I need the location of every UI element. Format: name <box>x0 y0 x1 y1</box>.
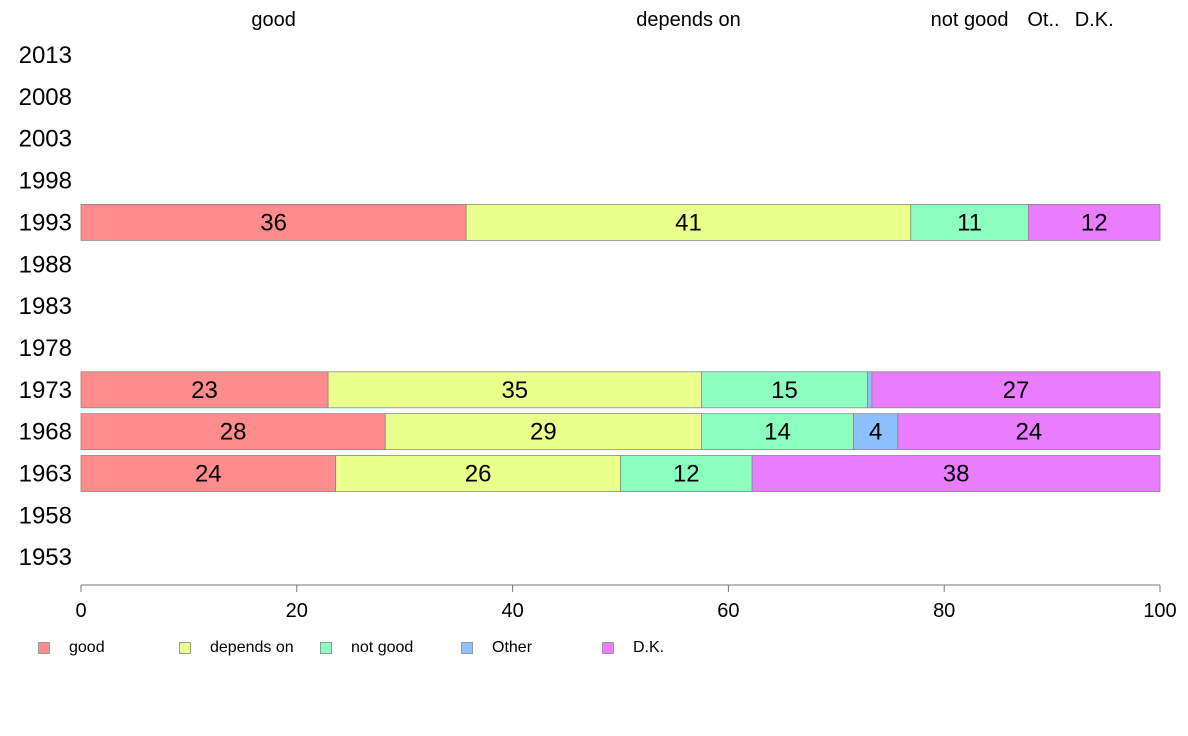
legend-label-good: good <box>69 639 105 656</box>
bar-1973-depends-on <box>327 371 702 409</box>
bar-1968-good <box>80 413 386 451</box>
data-label-1963-good: 24 <box>195 461 222 488</box>
data-label-1993-good: 36 <box>260 209 287 236</box>
y-label-1983: 1983 <box>19 293 72 320</box>
data-label-1968-good: 28 <box>220 419 247 446</box>
bar-1963-not-good <box>620 455 753 492</box>
data-label-1993-not-good: 11 <box>957 209 982 236</box>
y-label-2013: 2013 <box>19 42 72 69</box>
x-tick-label-100: 100 <box>1143 600 1176 622</box>
bar-1973-d-k <box>871 371 1161 409</box>
bars: 36 41 11 12 23 35 15 27 28 29 14 4 24 24 26 12 38 <box>80 203 1161 492</box>
bar-1993-d-k <box>1027 203 1161 241</box>
data-label-1968-d-k: 24 <box>1016 419 1043 446</box>
bar-1963-d-k <box>751 455 1161 492</box>
bar-1973-not-good <box>701 371 868 409</box>
x-tick-label-80: 80 <box>933 600 955 622</box>
data-label-1993-depends-on: 41 <box>675 209 702 236</box>
bar-1968-depends-on <box>384 413 702 451</box>
legend-swatch-depends-on <box>179 642 191 654</box>
data-label-1973-not-good: 15 <box>771 377 798 404</box>
data-label-1963-d-k: 38 <box>943 461 970 488</box>
bar-1993-depends-on <box>465 203 912 241</box>
top-label-d-k: D.K. <box>1075 9 1114 31</box>
data-label-1973-d-k: 27 <box>1003 377 1030 404</box>
top-label-ot: Ot.. <box>1027 9 1059 31</box>
bar-1973-good <box>80 371 329 409</box>
y-label-2008: 2008 <box>19 84 72 111</box>
data-label-1968-not-good: 14 <box>764 419 791 446</box>
data-label-1993-d-k: 12 <box>1081 209 1108 236</box>
x-tick-label-40: 40 <box>501 600 523 622</box>
x-axis: 0 20 40 60 80 100 <box>75 584 1177 622</box>
legend-label-dk: D.K. <box>633 639 665 656</box>
legend-swatch-other <box>461 642 473 654</box>
y-label-1998: 1998 <box>19 168 72 195</box>
bar-1963-good <box>80 455 337 492</box>
data-label-1973-depends-on: 35 <box>501 377 528 404</box>
bar-1993-not-good <box>910 203 1029 241</box>
legend-label-other: Other <box>492 639 533 656</box>
y-label-1988: 1988 <box>19 251 72 278</box>
y-label-1958: 1958 <box>19 502 72 529</box>
y-label-1953: 1953 <box>19 544 72 571</box>
y-label-1968: 1968 <box>19 419 72 446</box>
data-label-1968-depends-on: 29 <box>530 419 557 446</box>
top-category-labels: good depends on not good Ot.. D.K. <box>251 9 1113 31</box>
y-label-1963: 1963 <box>19 461 72 488</box>
bar-1973-other <box>867 371 873 409</box>
data-label-1963-not-good: 12 <box>673 461 700 488</box>
top-label-depends-on: depends on <box>636 9 741 31</box>
bar-1993-good <box>80 203 467 241</box>
top-label-not-good: not good <box>931 9 1009 31</box>
bar-1968-other <box>853 413 899 451</box>
legend: good depends on not good Other D.K. <box>38 638 738 660</box>
x-tick-label-60: 60 <box>717 600 739 622</box>
bar-1968-d-k <box>897 413 1161 451</box>
y-label-1993: 1993 <box>19 209 72 236</box>
x-tick-label-0: 0 <box>75 600 86 622</box>
legend-swatch-not-good <box>320 642 332 654</box>
legend-label-not-good: not good <box>351 639 414 656</box>
legend-swatch-dk <box>602 642 614 654</box>
y-label-1973: 1973 <box>19 377 72 404</box>
data-label-1968-other: 4 <box>869 419 882 446</box>
x-tick-label-20: 20 <box>286 600 308 622</box>
top-label-good: good <box>251 9 296 31</box>
y-axis-year-labels: 2013 2008 2003 1998 1993 1988 1983 1978 1973 1968… <box>19 42 72 571</box>
y-label-2003: 2003 <box>19 126 72 153</box>
y-label-1978: 1978 <box>19 335 72 362</box>
legend-label-depends-on: depends on <box>210 639 294 656</box>
legend-swatch-good <box>38 642 50 654</box>
data-label-1963-depends-on: 26 <box>465 461 492 488</box>
data-label-1973-good: 23 <box>191 377 218 404</box>
